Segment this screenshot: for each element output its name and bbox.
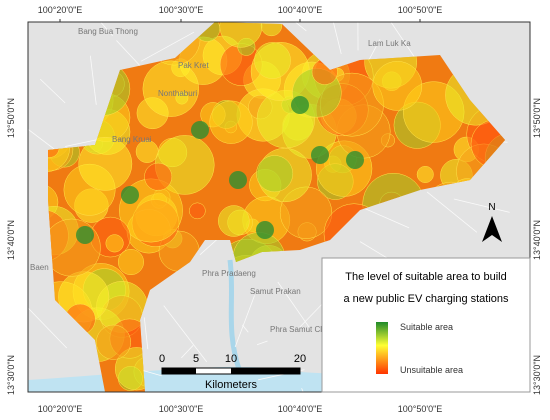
suitability-buffer [117,249,144,276]
legend-high: Suitable area [400,322,453,332]
suitability-buffer [218,205,250,237]
place-label: Samut Prakan [250,287,301,296]
road [100,22,113,37]
road [453,198,510,213]
longitude-label: 100°30'0"E [159,5,204,15]
suitability-buffer [209,100,253,144]
road [256,340,268,346]
place-label: Baen [30,263,49,272]
suitable-spot [76,226,94,244]
longitude-label: 100°50'0"E [398,5,443,15]
place-label: Phra Samut Chedi [270,325,336,334]
place-labels: Bang Bua Thong Pak Kret Lam Luk Ka Nonth… [30,27,411,334]
road [141,31,195,62]
graticule: 100°20'0"E 100°20'0"E 100°30'0"E 100°30'0"E… [6,5,542,414]
suitability-buffer [96,324,132,360]
suitability-buffer [254,42,291,79]
road [332,22,342,55]
road [163,305,208,363]
longitude-label: 100°40'0"E [278,404,323,414]
scale-label: 20 [294,353,306,365]
scale-label: 5 [193,353,199,365]
suitability-buffer [144,162,173,191]
latitude-label: 13°40'0"N [532,220,542,260]
legend-title: The level of suitable area to build [345,271,506,283]
latitude-label: 13°40'0"N [6,220,16,260]
road [28,307,68,349]
suitability-buffer [142,60,200,117]
suitability-buffer [260,22,283,37]
place-label: Lam Luk Ka [368,39,411,48]
scale-label: 0 [159,353,165,365]
north-arrow: N [482,202,502,242]
scale-bar: 0 5 10 20 Kilometers [159,353,306,391]
place-label: Bang Bua Thong [78,27,138,36]
longitude-label: 100°40'0"E [278,5,323,15]
suitability-buffer [372,61,423,111]
scale-unit: Kilometers [205,379,257,391]
road [277,281,313,333]
place-label: Pak Kret [178,61,209,70]
scale-label: 10 [225,353,237,365]
latitude-label: 13°30'0"N [6,355,16,395]
place-label: Bang Kruai [112,135,152,144]
road [181,345,194,359]
road [359,241,389,259]
suitable-spot [311,146,329,164]
suitability-buffer [219,22,263,48]
latitude-label: 13°50'0"N [532,98,542,138]
suitability-buffer [189,202,206,220]
longitude-label: 100°30'0"E [159,404,204,414]
north-label: N [488,202,495,213]
road [143,317,149,350]
suitability-buffer [256,155,294,193]
road [39,78,66,104]
suitability-buffer [416,165,434,183]
longitude-label: 100°20'0"E [38,404,83,414]
suitable-spot [191,121,209,139]
map-frame [27,21,531,393]
place-label: Phra Pradaeng [202,269,256,278]
legend: The level of suitable area to build a ne… [321,257,531,393]
road [426,191,478,233]
road [360,206,410,229]
road [89,55,97,105]
legend-low: Unsuitable area [400,365,463,375]
suitable-spot [346,151,364,169]
latitude-label: 13°30'0"N [532,355,542,395]
legend-title: a new public EV charging stations [343,293,509,305]
suitable-spot [229,171,247,189]
longitude-label: 100°50'0"E [398,404,443,414]
suitable-spot [121,186,139,204]
place-label: Nonthaburi [158,89,197,98]
longitude-label: 100°20'0"E [38,5,83,15]
suitable-spot [256,221,274,239]
suitability-buffer [135,140,159,163]
suitability-buffer [105,234,124,253]
suitable-spot [291,96,309,114]
road [234,295,255,348]
suitability-buffer [78,136,133,191]
latitude-label: 13°50'0"N [6,98,16,138]
